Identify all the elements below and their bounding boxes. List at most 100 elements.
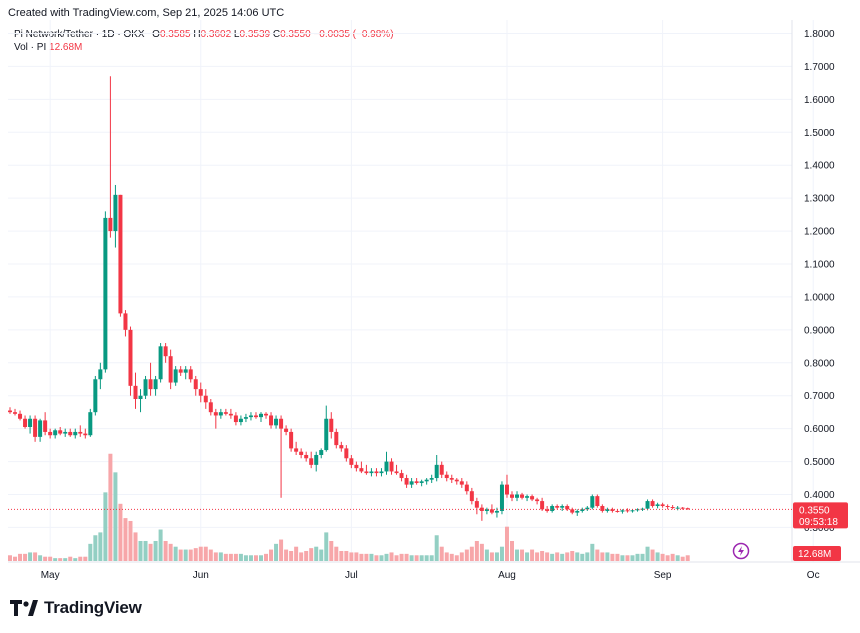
volume-bar [253,555,258,561]
candle-body [238,418,243,423]
candle-body [675,507,680,509]
volume-bar [464,549,469,561]
candle-body [510,494,514,498]
volume-bar [655,552,660,561]
x-tick-label: Oc [807,570,820,581]
volume-bar [665,555,670,561]
volume-bar [550,553,555,561]
candle-body [188,369,193,380]
candle-body [243,417,248,419]
candle-body [63,431,68,434]
candle-body [23,418,28,427]
volume-bar [113,472,118,561]
candle-body [73,431,78,436]
lightning-icon-glyph [738,546,744,556]
volume-bar [73,558,78,561]
candle-body [178,369,183,373]
volume-bar [580,553,585,561]
candle-body [489,509,494,513]
volume-bar [334,546,339,561]
volume-bar [178,549,183,561]
candle-body [128,329,133,386]
volume-bar [38,555,43,561]
y-tick-label: 0.9000 [804,325,835,336]
candle-body [560,506,565,508]
volume-bar [645,546,650,561]
candle-body [319,450,324,455]
candle-body [304,454,309,459]
y-tick-label: 1.5000 [804,128,835,139]
last-price-label-bg [793,502,848,529]
candle-body [580,509,585,511]
volume-bar [158,529,163,561]
candle-body [680,507,685,509]
x-tick-label: Sep [654,570,672,581]
volume-bar [289,550,294,561]
volume-bar [610,553,615,561]
candle-body [203,395,208,403]
candle-body [630,510,635,512]
candle-body [269,415,274,426]
volume-bar [369,553,374,561]
candle-body [364,471,369,474]
tradingview-logo[interactable]: TradingView [10,598,142,618]
candle-body [354,464,359,469]
volume-bar [449,553,454,561]
symbol-title[interactable]: Pi Network/Tether · 1D · OKX [14,29,145,40]
candle-body [645,501,650,509]
volume-bar [279,539,284,561]
volume-label[interactable]: Vol · PI [14,42,47,53]
y-tick-label: 0.4000 [804,490,835,501]
volume-bar [389,552,394,561]
volume-bar [424,555,429,561]
volume-legend-row: Vol · PI 12.68M [14,41,394,54]
candle-body [404,478,409,485]
y-tick-label: 1.1000 [804,260,835,271]
y-tick-label: 0.7000 [804,391,835,402]
candle-body [665,506,670,508]
candle-body [555,506,560,508]
candle-body [590,496,595,508]
candle-body [575,510,580,513]
y-tick-label: 1.6000 [804,95,835,106]
volume-bar [394,555,399,561]
volume-bar [13,556,18,561]
tradingview-logo-icon [10,600,40,616]
volume-bar [439,546,444,561]
candle-body [384,461,389,472]
candle-body [525,496,530,498]
candle-body [344,448,349,459]
volume-bar [630,555,635,561]
candle-body [469,491,474,502]
candle-body [570,509,575,513]
volume-bar [499,546,504,561]
candle-body [429,478,434,480]
volume-bar [670,553,675,561]
candle-body [248,415,253,418]
volume-bar [228,553,233,561]
volume-bar [494,552,499,561]
volume-bar [168,543,173,561]
volume-bar [620,555,625,561]
y-tick-label: 1.2000 [804,227,835,238]
volume-bar [660,553,665,561]
candle-body [138,395,143,400]
volume-bar [23,553,28,561]
candle-body [389,461,394,472]
candle-body [394,471,399,474]
x-tick-label: May [41,570,60,581]
volume-bar [469,546,474,561]
candle-body [113,194,118,232]
y-tick-label: 1.3000 [804,194,835,205]
candle-body [545,509,550,511]
x-tick-label: Jul [345,570,358,581]
volume-bar [103,492,108,561]
candle-body [419,481,424,483]
candle-body [449,478,454,480]
candle-body [253,415,258,418]
volume-bar [479,543,484,561]
close-label: C [272,29,281,40]
volume-bar [329,540,334,561]
candle-body [540,501,545,510]
